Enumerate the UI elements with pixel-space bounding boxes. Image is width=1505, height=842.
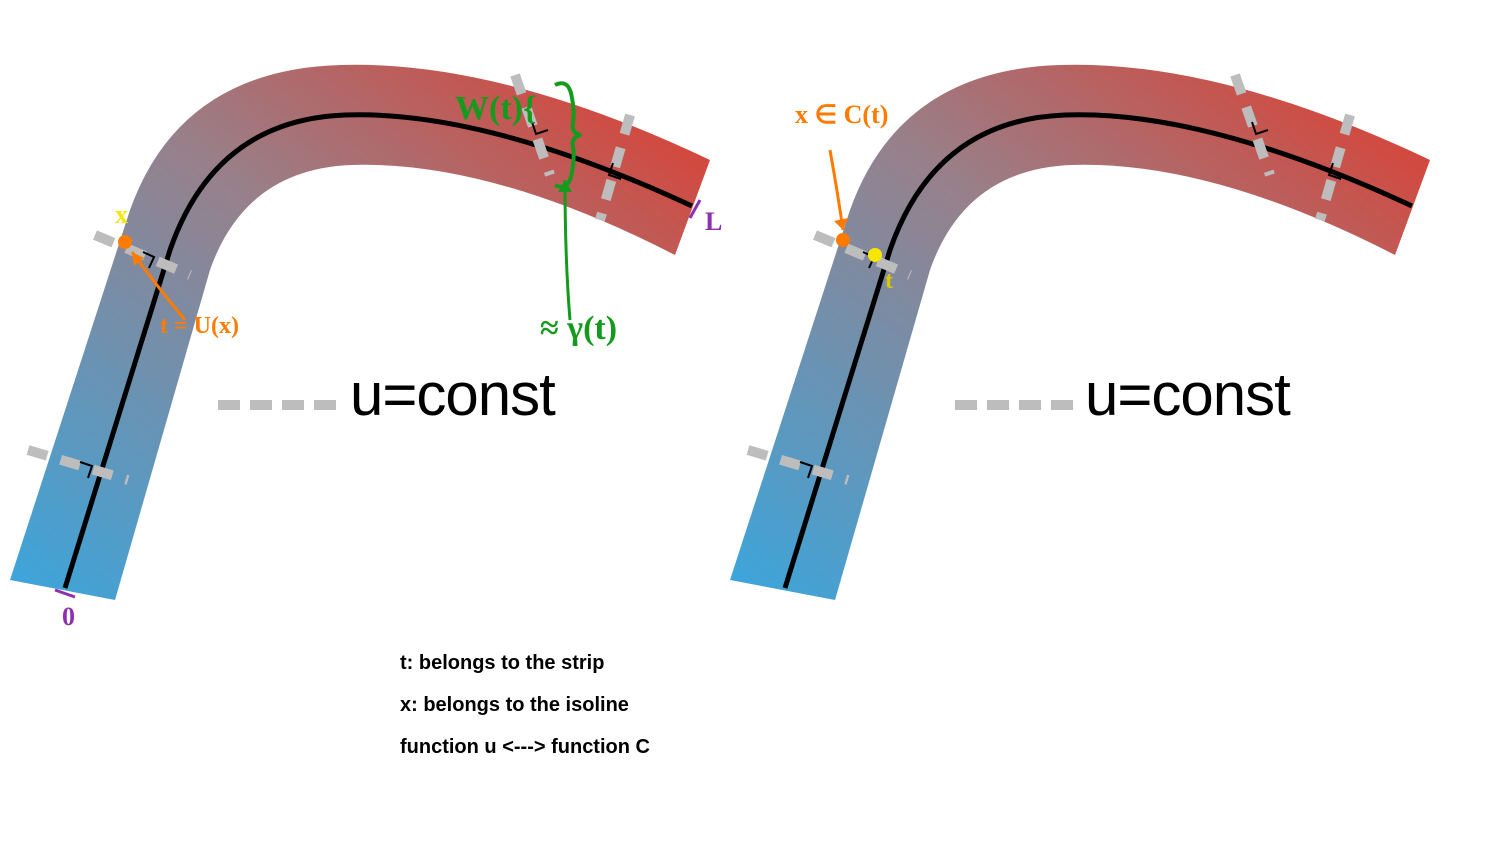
label-x-in-C-of-t: x ∈ C(t) bbox=[795, 100, 888, 130]
t-point-dot bbox=[868, 248, 882, 262]
notes-block: t: belongs to the strip x: belongs to th… bbox=[400, 642, 650, 768]
right-strip-diagram: x ∈ C(t) t bbox=[730, 30, 1470, 630]
label-t-yellow: t bbox=[885, 268, 893, 295]
legend-label-left: u=const bbox=[350, 360, 555, 429]
note-line-3: function u <---> function C bbox=[400, 726, 650, 768]
legend-label-right: u=const bbox=[1085, 360, 1290, 429]
endpoint-L: L bbox=[705, 207, 722, 236]
label-t-equals-Ux: t = U(x) bbox=[160, 313, 239, 340]
endpoint-zero: 0 bbox=[62, 602, 75, 630]
x-point-dot bbox=[836, 233, 850, 247]
arrow-x-in-Ct bbox=[830, 150, 843, 230]
note-line-2: x: belongs to the isoline bbox=[400, 684, 650, 726]
legend-dashes-left bbox=[218, 400, 336, 410]
left-strip-diagram: L 0 x t = U(x) W(t){ ≈ γ(t) bbox=[10, 30, 750, 630]
left-strip-svg: L 0 bbox=[10, 30, 750, 630]
label-x-yellow: x bbox=[115, 200, 128, 230]
label-gamma-of-t: ≈ γ(t) bbox=[540, 310, 617, 348]
x-point-dot bbox=[118, 235, 132, 249]
label-W-of-t: W(t){ bbox=[455, 90, 536, 128]
legend-dashes-right bbox=[955, 400, 1073, 410]
strip-body bbox=[730, 65, 1430, 600]
note-line-1: t: belongs to the strip bbox=[400, 642, 650, 684]
